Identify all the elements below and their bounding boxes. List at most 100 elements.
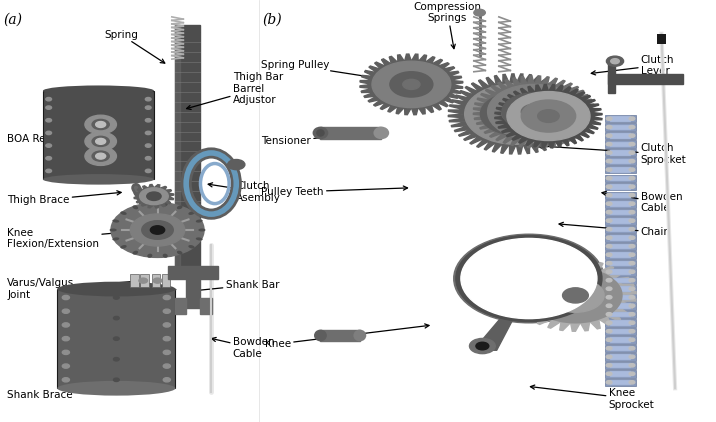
Circle shape <box>629 160 635 163</box>
Text: Shank Brace: Shank Brace <box>7 383 117 400</box>
Circle shape <box>85 132 117 151</box>
Text: (b): (b) <box>263 13 282 27</box>
Circle shape <box>606 270 612 273</box>
Circle shape <box>145 106 151 109</box>
Circle shape <box>538 110 559 122</box>
Bar <box>611 192 631 198</box>
Circle shape <box>85 147 117 165</box>
Ellipse shape <box>313 127 329 139</box>
Circle shape <box>606 304 612 308</box>
Bar <box>611 261 631 266</box>
Ellipse shape <box>374 127 390 139</box>
Circle shape <box>147 192 161 200</box>
Ellipse shape <box>177 206 183 209</box>
Circle shape <box>606 134 612 137</box>
Circle shape <box>163 323 170 327</box>
Circle shape <box>46 97 52 101</box>
Circle shape <box>606 381 612 384</box>
Circle shape <box>629 202 635 206</box>
Circle shape <box>606 330 612 333</box>
Circle shape <box>629 168 635 171</box>
Circle shape <box>606 125 612 129</box>
Circle shape <box>606 117 612 120</box>
Circle shape <box>153 278 162 283</box>
Circle shape <box>606 185 612 188</box>
Bar <box>605 336 637 344</box>
Bar <box>605 285 637 292</box>
Bar <box>605 208 637 216</box>
Text: Bowden
Cable: Bowden Cable <box>212 337 274 359</box>
Circle shape <box>488 84 581 139</box>
Bar <box>130 274 139 287</box>
Circle shape <box>511 268 547 289</box>
Circle shape <box>536 95 548 101</box>
Polygon shape <box>175 25 180 270</box>
Ellipse shape <box>57 381 175 396</box>
Ellipse shape <box>120 211 127 215</box>
Circle shape <box>629 117 635 120</box>
Circle shape <box>606 321 612 325</box>
Circle shape <box>145 157 151 160</box>
Circle shape <box>629 287 635 290</box>
Circle shape <box>163 295 170 300</box>
Circle shape <box>113 316 120 320</box>
Circle shape <box>553 108 565 115</box>
Polygon shape <box>175 25 200 270</box>
Circle shape <box>629 125 635 129</box>
Circle shape <box>508 117 520 124</box>
Circle shape <box>629 185 635 188</box>
Circle shape <box>96 153 106 159</box>
Ellipse shape <box>147 202 153 206</box>
Circle shape <box>629 211 635 214</box>
Ellipse shape <box>163 202 168 206</box>
Circle shape <box>228 160 245 170</box>
Polygon shape <box>360 54 463 115</box>
Circle shape <box>62 364 69 368</box>
Bar <box>605 192 637 199</box>
Polygon shape <box>448 74 584 154</box>
Circle shape <box>629 227 635 231</box>
Circle shape <box>606 202 612 206</box>
Bar <box>611 329 631 334</box>
Circle shape <box>92 119 110 130</box>
Bar <box>605 183 637 190</box>
Ellipse shape <box>316 129 325 137</box>
Circle shape <box>563 288 589 303</box>
Bar <box>611 150 631 156</box>
Circle shape <box>606 253 612 257</box>
Bar <box>605 251 637 259</box>
Circle shape <box>629 219 635 222</box>
Ellipse shape <box>314 330 327 341</box>
Text: Thigh Bar
Barrel
Adjustor: Thigh Bar Barrel Adjustor <box>187 72 283 109</box>
Bar <box>605 294 637 301</box>
Text: (a): (a) <box>4 13 23 27</box>
Bar <box>611 371 631 377</box>
Bar <box>605 166 637 173</box>
Bar <box>611 312 631 317</box>
Circle shape <box>113 337 120 340</box>
Bar <box>152 274 160 287</box>
Bar <box>605 370 637 378</box>
Circle shape <box>629 176 635 180</box>
Polygon shape <box>608 74 683 84</box>
Ellipse shape <box>112 237 120 241</box>
Circle shape <box>606 219 612 222</box>
Bar <box>605 132 637 139</box>
Circle shape <box>472 245 586 312</box>
Circle shape <box>629 270 635 273</box>
Circle shape <box>163 337 170 341</box>
Polygon shape <box>200 298 212 314</box>
Bar <box>162 274 170 287</box>
Circle shape <box>62 350 69 354</box>
Circle shape <box>606 193 612 197</box>
Text: Knee
Sprocket: Knee Sprocket <box>531 385 654 410</box>
Circle shape <box>454 234 604 323</box>
Bar <box>605 115 637 122</box>
Text: Compression
Springs: Compression Springs <box>414 2 481 49</box>
Bar <box>611 243 631 249</box>
Circle shape <box>629 193 635 197</box>
Bar <box>611 337 631 343</box>
Circle shape <box>629 151 635 154</box>
Circle shape <box>606 160 612 163</box>
Circle shape <box>606 262 612 265</box>
